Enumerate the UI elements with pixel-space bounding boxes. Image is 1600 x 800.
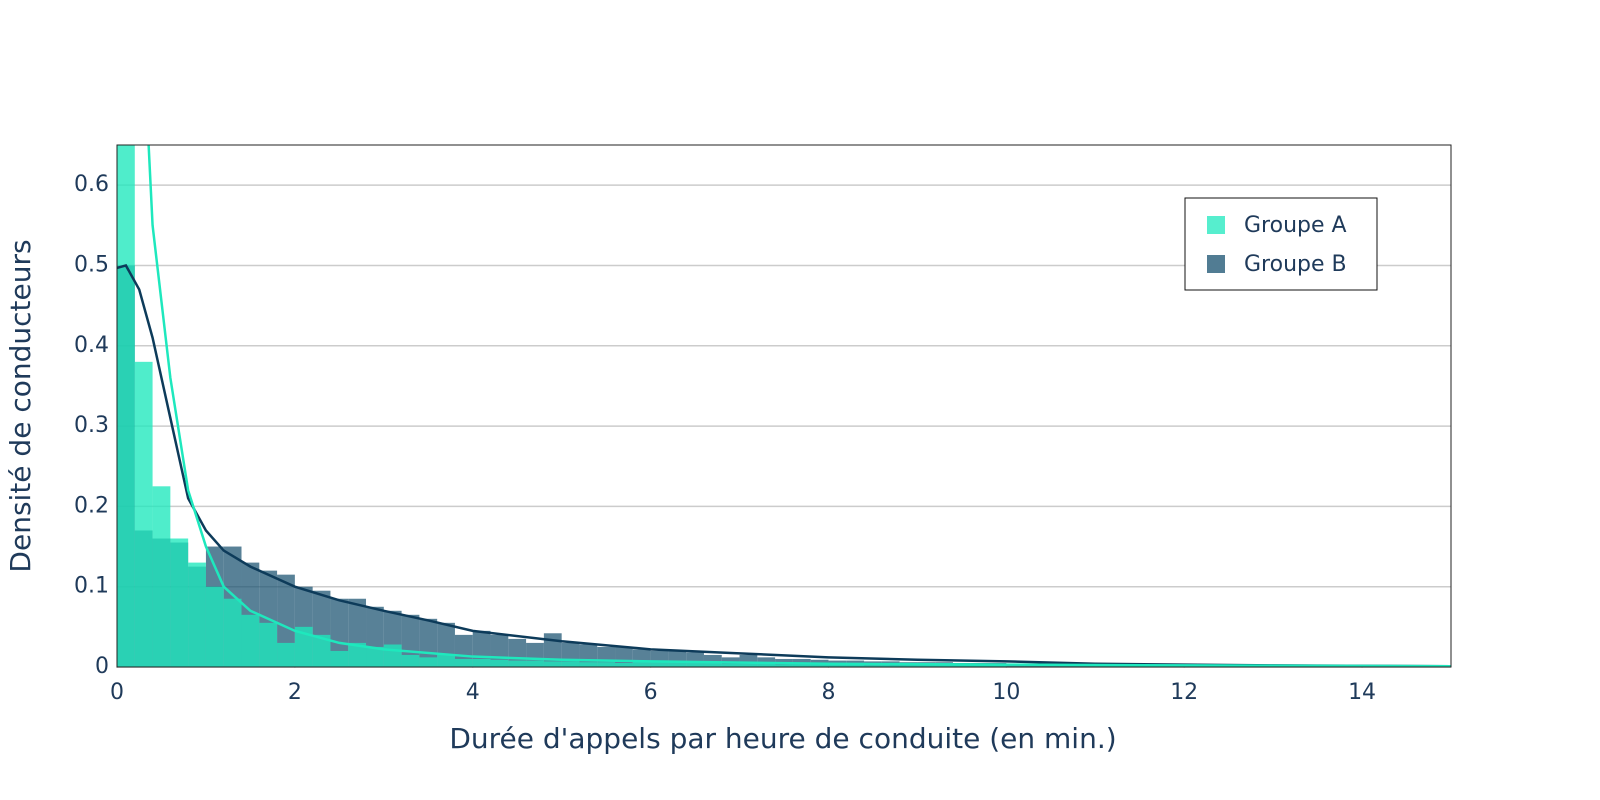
y-tick-label: 0.6 <box>74 172 109 197</box>
histogram-bar <box>828 664 847 667</box>
histogram-bar <box>846 664 865 667</box>
histogram-bar <box>650 661 669 667</box>
histogram-bar <box>437 654 455 667</box>
y-tick-label: 0.1 <box>74 574 109 599</box>
histogram-bar <box>152 486 171 667</box>
histogram-bar <box>294 626 313 667</box>
x-axis-title: Durée d'appels par heure de conduite (en… <box>449 722 1116 755</box>
y-axis-title: Densité de conducteurs <box>4 239 37 572</box>
x-tick-label: 14 <box>1348 680 1376 705</box>
histogram-bar <box>543 661 562 667</box>
y-tick-label: 0 <box>95 654 109 679</box>
histogram-bar <box>259 622 278 667</box>
histogram-bar <box>366 646 384 667</box>
histogram-bar <box>739 663 758 667</box>
x-tick-label: 12 <box>1170 680 1198 705</box>
legend-box <box>1184 197 1378 291</box>
histogram-bar <box>597 662 616 667</box>
histogram-bar <box>241 614 260 667</box>
histogram-bar <box>419 618 438 667</box>
histogram-bar <box>117 145 135 667</box>
histogram-bar <box>952 665 971 667</box>
histogram-bar <box>881 665 900 667</box>
histogram-bar <box>454 658 473 667</box>
density-curve <box>147 145 1451 667</box>
histogram-bar <box>508 638 527 667</box>
histogram-bar <box>721 663 740 667</box>
x-tick-label: 2 <box>288 680 302 705</box>
x-tick-label: 0 <box>110 680 124 705</box>
histogram-bar <box>668 662 687 667</box>
plot-area <box>117 145 1451 667</box>
histogram-bar <box>757 663 776 667</box>
histogram-bar <box>401 614 420 667</box>
histogram-bar <box>223 598 242 667</box>
histogram-bar <box>970 665 989 667</box>
histogram-bar <box>170 538 189 667</box>
histogram-bar <box>615 662 633 667</box>
x-tick-label: 4 <box>466 680 480 705</box>
y-tick-label: 0.3 <box>74 413 109 438</box>
histogram-bar <box>899 665 918 667</box>
histogram-bar <box>490 659 509 667</box>
histogram-bar <box>864 665 882 667</box>
x-tick-label: 6 <box>644 680 658 705</box>
histogram-bar <box>597 646 616 667</box>
density-curve <box>117 263 1451 667</box>
histogram-bar <box>775 664 793 667</box>
histogram-bar <box>134 361 153 667</box>
legend-label: Groupe A <box>1244 213 1347 238</box>
x-tick-label: 10 <box>992 680 1020 705</box>
y-tick-label: 0.5 <box>74 252 109 277</box>
histogram-bar <box>312 634 331 667</box>
histogram-bar <box>205 586 224 667</box>
histogram-bar <box>419 657 438 667</box>
histogram-bar <box>935 665 953 667</box>
histogram-bar <box>810 664 829 667</box>
x-tick-label: 8 <box>821 680 835 705</box>
histogram-bar <box>632 660 651 667</box>
histogram-bar <box>188 562 206 667</box>
legend-swatch <box>1207 255 1225 273</box>
histogram-bar <box>561 661 580 667</box>
histogram-bar <box>401 654 420 667</box>
legend-swatch <box>1207 216 1225 234</box>
y-tick-label: 0.4 <box>74 333 109 358</box>
histogram-bar <box>490 634 509 667</box>
histogram-bar <box>686 662 704 667</box>
histogram-bar <box>348 642 367 667</box>
histogram-bar <box>508 660 527 667</box>
legend-label: Groupe B <box>1244 252 1347 277</box>
histogram-bar <box>579 662 598 667</box>
y-tick-label: 0.2 <box>74 493 109 518</box>
histogram-bar <box>703 662 722 667</box>
histogram-bar <box>383 644 402 667</box>
histogram-bar <box>526 660 544 667</box>
histogram-bar <box>792 664 811 667</box>
histogram-bar <box>277 642 295 667</box>
plot-frame <box>116 144 1452 668</box>
histogram-bar <box>330 650 349 667</box>
histogram-bar <box>917 665 936 667</box>
histogram-bar <box>330 598 349 667</box>
histogram-bar <box>472 658 491 667</box>
histogram-bar <box>988 665 1007 667</box>
